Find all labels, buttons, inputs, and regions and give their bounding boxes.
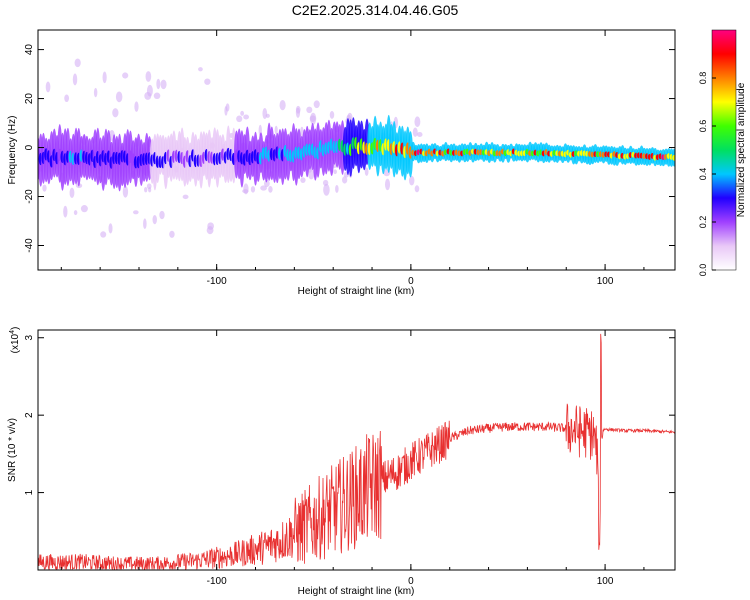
spectrogram-scatter-blob <box>134 101 139 112</box>
colorbar-tick-label: 0.8 <box>698 72 708 85</box>
spectrogram-scatter-blob <box>80 205 88 213</box>
colorbar-label: Normalized spectral amplitude <box>736 82 747 217</box>
spectrogram-y-tick-label: 0 <box>24 144 35 150</box>
spectrogram-x-label: Height of straight line (km) <box>298 286 415 297</box>
spectrogram-scatter-blob <box>242 189 249 194</box>
spectrogram-scatter-blob <box>45 81 51 93</box>
spectrogram-scatter-blob <box>159 210 165 220</box>
spectrogram-scatter-blob <box>412 127 418 137</box>
spectrogram-scatter-blob <box>93 87 98 98</box>
spectrogram-ridge-cell <box>672 154 675 161</box>
colorbar-tick-label: 0.6 <box>698 120 708 133</box>
snr-y-label: SNR (10 * v/v) <box>7 418 18 482</box>
spectrogram-scatter-blob <box>132 210 139 215</box>
spectrogram-scatter-blob <box>300 177 306 183</box>
spectrogram-scatter-blob <box>148 187 152 193</box>
spectrogram-scatter-blob <box>268 186 273 193</box>
spectrogram-scatter-blob <box>310 112 317 125</box>
spectrogram-scatter-blob <box>145 71 152 82</box>
spectrogram-scatter-blob <box>204 78 211 85</box>
spectrogram-scatter-blob <box>182 194 189 200</box>
spectrogram-scatter-blob <box>416 131 423 138</box>
spectrogram-y-tick-label: 20 <box>24 93 35 105</box>
spectrogram-scatter-blob <box>144 186 148 193</box>
spectrogram-scatter-blob <box>414 116 421 128</box>
spectrogram-scatter-blob <box>69 187 75 199</box>
spectrogram-scatter-blob <box>250 186 256 193</box>
spectrogram-scatter-blob <box>323 183 330 196</box>
spectrogram-scatter-blob <box>274 125 278 135</box>
spectrogram-x-tick-label: -100 <box>207 276 227 287</box>
spectrogram-scatter-blob <box>72 73 78 86</box>
spectrogram-scatter-blob <box>122 72 129 79</box>
spectrogram-scatter-blob <box>364 167 369 176</box>
spectrogram-scatter-blob <box>115 91 123 103</box>
snr-series-line <box>38 333 675 570</box>
spectrogram-plot-frame <box>37 29 676 271</box>
spectrogram-scatter-blob <box>153 92 161 100</box>
snr-y-tick-label: 1 <box>24 489 35 495</box>
spectrogram-scatter-blob <box>146 84 153 97</box>
spectrogram-scatter-blob <box>243 114 250 120</box>
spectrogram-scatter-blob <box>308 168 315 180</box>
spectrogram-scatter-blob <box>74 58 81 68</box>
spectrogram-scatter-blob <box>100 231 107 238</box>
spectrogram-scatter-blob <box>279 99 286 111</box>
spectrogram-scatter-blob <box>262 108 268 120</box>
spectrogram-y-tick-label: -20 <box>24 189 35 204</box>
spectrogram-scatter-blob <box>73 210 78 216</box>
spectrogram-scatter-blob <box>198 67 203 72</box>
spectrogram-scatter-blob <box>224 106 228 116</box>
spectrogram-scatter-blob <box>263 179 270 188</box>
spectrogram-y-tick-label: 40 <box>24 44 35 56</box>
spectrogram-scatter-blob <box>143 218 147 230</box>
snr-y-tick-label: 3 <box>24 335 35 341</box>
spectrogram-scatter-blob <box>112 108 119 118</box>
spectrogram-chart: -100 0 100 -40 -20 0 20 40 Height of straight l… <box>7 29 747 297</box>
spectrogram-y-tick-label: -40 <box>24 238 35 253</box>
spectrogram-scatter-blob <box>64 94 70 103</box>
spectrogram-x-tick-label: 100 <box>597 276 614 287</box>
spectrogram-scatter-blob <box>414 185 420 193</box>
spectrogram-scatter-blob <box>206 226 214 235</box>
spectrogram-scatter-blob <box>384 178 391 191</box>
spectrogram-scatter-blob <box>240 110 245 116</box>
spectrogram-scatter-blob <box>122 185 129 198</box>
spectrogram-scatter-blob <box>295 105 301 114</box>
spectrogram-scatter-blob <box>313 100 320 109</box>
spectrogram-scatter-blob <box>260 185 267 191</box>
spectrogram-scatter-blob <box>152 215 157 225</box>
snr-x-tick-label: 0 <box>408 576 414 587</box>
colorbar-tick-label: 0.2 <box>698 216 708 229</box>
spectrogram-scatter-blob <box>342 176 348 184</box>
colorbar-tick-label: 0.0 <box>698 264 708 277</box>
spectrogram-scatter-blob <box>102 71 107 84</box>
spectrogram-scatter-blob <box>329 110 335 119</box>
spectrogram-scatter-blob <box>63 205 68 218</box>
spectrogram-scatter-blob <box>42 184 47 192</box>
spectrogram-x-tick-label: 0 <box>408 276 414 287</box>
spectrogram-scatter-blob <box>156 78 161 90</box>
snr-x-label: Height of straight line (km) <box>298 586 415 597</box>
spectrogram-scatter-blob <box>409 175 415 186</box>
chart-title: C2E2.2025.314.04.46.G05 <box>291 2 459 18</box>
snr-x-tick-label: 100 <box>597 576 614 587</box>
colorbar-tick-label: 0.4 <box>698 168 708 181</box>
spectrogram-scatter-blob <box>335 184 339 193</box>
spectrogram-scatter-blob <box>333 169 337 175</box>
spectrogram-scatter-blob <box>108 223 113 234</box>
snr-plot-frame <box>37 329 676 571</box>
colorbar <box>711 29 737 271</box>
snr-x-tick-label: -100 <box>207 576 227 587</box>
spectrogram-scatter-blob <box>236 115 243 123</box>
snr-y-tick-label: 2 <box>24 412 35 418</box>
spectrogram-scatter-blob <box>169 230 175 238</box>
spectrogram-y-label: Frequency (Hz) <box>7 116 18 185</box>
spectrogram-scatter-blob <box>160 79 167 90</box>
spectrogram-scatter-blob <box>306 106 313 114</box>
snr-chart: -100 0 100 1 2 3 Height of straight line (km)… <box>7 327 676 597</box>
snr-multiplier: (x104) <box>9 327 21 354</box>
